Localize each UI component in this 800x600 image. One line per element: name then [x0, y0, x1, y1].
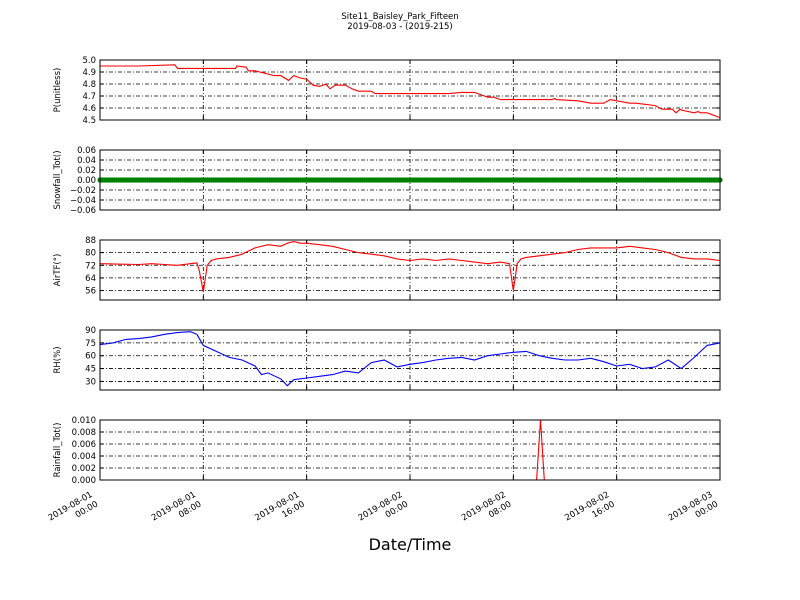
y-tick-label: 4.6 — [82, 104, 96, 114]
y-tick-label: 4.9 — [82, 68, 96, 78]
series-line-rh — [99, 331, 721, 387]
y-tick-label: 56 — [85, 287, 96, 297]
x-tick-label: 2019-08-0200:00 — [357, 490, 410, 533]
y-tick-label: 0.004 — [72, 452, 96, 462]
y-tick-label: −0.04 — [70, 196, 96, 206]
y-tick-label: 4.7 — [82, 92, 96, 102]
y-axis-label-p-unitless: P(unitless) — [53, 68, 63, 113]
y-tick-label: 45 — [85, 365, 96, 375]
y-tick-label: 0.010 — [72, 416, 96, 426]
x-tick-label: 2019-08-0100:00 — [47, 490, 100, 533]
axes-frame — [99, 419, 721, 481]
y-axis-label-snowfall-tot: Snowfall_Tot() — [53, 150, 63, 209]
y-tick-label: 0.006 — [72, 440, 96, 450]
y-tick-label: 5.0 — [82, 56, 96, 66]
axes-frame — [99, 59, 721, 121]
x-axis-label: Date/Time — [369, 535, 452, 554]
series-line-airtf — [99, 241, 721, 293]
y-tick-label: 0.00 — [77, 176, 96, 186]
axes-frame — [99, 329, 721, 391]
y-tick-label: 0.002 — [72, 464, 96, 474]
y-tick-label: 0.04 — [77, 156, 96, 166]
y-tick-label: −0.06 — [70, 206, 96, 216]
y-tick-label: 60 — [85, 352, 96, 362]
y-axis-label-airtf: AirTF(°) — [53, 254, 63, 287]
x-tick-label: 2019-08-0208:00 — [460, 490, 513, 533]
series-line-p-unitless — [100, 64, 721, 119]
x-tick-label: 2019-08-0108:00 — [150, 490, 203, 533]
subplots: 4.5 4.6 4.7 4.8 4.9 5.0 P(unitless) −0.06−0.04−… — [53, 56, 723, 486]
axes-frame — [99, 149, 721, 211]
subplot-snowfall-tot: −0.06−0.04−0.020.000.020.040.06 Snowfall_… — [53, 146, 723, 216]
y-tick-label: 0.06 — [77, 146, 96, 156]
axes-frame — [99, 239, 721, 301]
y-tick-label: 80 — [85, 249, 96, 259]
y-axis-label-rh: RH(%) — [53, 346, 63, 373]
x-tick-label: 2019-08-0116:00 — [253, 490, 306, 533]
y-tick-label: 0.02 — [77, 166, 96, 176]
y-tick-label: 88 — [85, 236, 96, 246]
y-tick-label: 0.000 — [72, 476, 96, 486]
x-tick-label: 2019-08-0300:00 — [667, 490, 720, 533]
x-tick-labels: 2019-08-0100:00 2019-08-0108:00 2019-08-01… — [47, 490, 720, 533]
figure-title: Site11_Baisley_Park_Fifteen — [341, 12, 458, 22]
subplot-rh: 30 45 60 75 90 RH(%) — [53, 326, 721, 391]
figure-subtitle: 2019-08-03 - (2019-215) — [347, 22, 452, 32]
y-tick-label: 4.5 — [82, 116, 96, 126]
subplot-rainfall-tot: 0.000 0.002 0.004 0.006 0.008 0.010 Rainfall_T… — [53, 416, 721, 486]
subplot-airtf: 56 64 72 80 88 AirTF(°) — [53, 236, 721, 301]
y-tick-label: 72 — [85, 261, 96, 271]
y-tick-label: 4.8 — [82, 80, 96, 90]
y-tick-label: −0.02 — [70, 186, 96, 196]
y-tick-label: 90 — [85, 326, 96, 336]
y-tick-label: 75 — [85, 339, 96, 349]
y-tick-label: 30 — [85, 377, 96, 387]
subplot-p-unitless: 4.5 4.6 4.7 4.8 4.9 5.0 P(unitless) — [53, 56, 721, 126]
y-axis-label-rainfall-tot: Rainfall_Tot() — [53, 423, 63, 478]
y-tick-label: 64 — [85, 274, 96, 284]
x-tick-label: 2019-08-0216:00 — [563, 490, 616, 533]
y-tick-label: 0.008 — [72, 428, 96, 438]
